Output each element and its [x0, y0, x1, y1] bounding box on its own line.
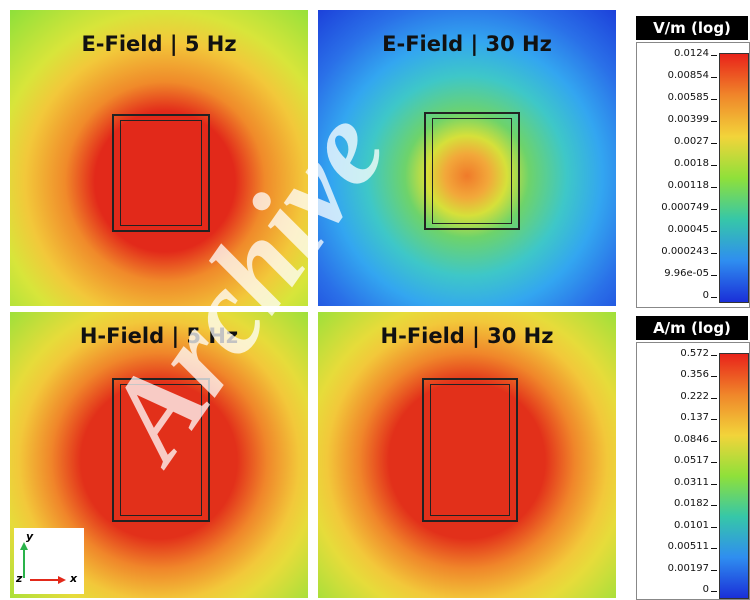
- axis-label-z: z: [16, 572, 23, 585]
- colorbar-tick-label: 0.137: [649, 412, 717, 423]
- colorbar-tick-label: 0.0846: [649, 434, 717, 445]
- colorbar-tick-label: 0.00511: [649, 541, 717, 552]
- field-map: [318, 10, 616, 306]
- colorbar-tick-label: 0.00045: [649, 224, 717, 235]
- colorbar-tick-label: 0.356: [649, 369, 717, 380]
- colorbar-tick-label: 0: [649, 290, 717, 301]
- panel-title: H-Field | 30 Hz: [380, 324, 554, 348]
- e-field-30hz-panel: E-Field | 30 Hz: [318, 10, 616, 306]
- colorbar-tick-label: 0: [649, 584, 717, 595]
- colorbar-tick-label: 0.0027: [649, 136, 717, 147]
- e-field-5hz-panel: E-Field | 5 Hz: [10, 10, 308, 306]
- field-map: [318, 312, 616, 598]
- colorbar-tick-label: 0.222: [649, 391, 717, 402]
- colorbar-tick-label: 0.0101: [649, 520, 717, 531]
- colorbar-tick-label: 0.0124: [649, 48, 717, 59]
- device-inner-outline: [120, 120, 202, 226]
- colorbar-tick-label: 0.0182: [649, 498, 717, 509]
- colorbar-tick-label: 0.00399: [649, 114, 717, 125]
- h-field-30hz-panel: H-Field | 30 Hz: [318, 312, 616, 598]
- colorbar-tick-label: 0.0517: [649, 455, 717, 466]
- h-colorbar-gradient: [719, 353, 749, 599]
- colorbar-tick-label: 0.00197: [649, 563, 717, 574]
- e-colorbar-gradient: [719, 53, 749, 303]
- colorbar-tick-label: 0.00854: [649, 70, 717, 81]
- axes-indicator: y z x: [14, 528, 84, 594]
- axis-label-y: y: [26, 530, 34, 543]
- h-colorbar-unit: A/m (log): [636, 316, 748, 340]
- panel-title: H-Field | 5 Hz: [79, 324, 239, 348]
- h-field-5hz-panel: H-Field | 5 Hz: [10, 312, 308, 598]
- device-outline: [112, 114, 210, 232]
- colorbar-tick-label: 0.000749: [649, 202, 717, 213]
- colorbar-tick-label: 0.000243: [649, 246, 717, 257]
- colorbar-tick-label: 0.00585: [649, 92, 717, 103]
- colorbar-tick-label: 0.0311: [649, 477, 717, 488]
- axes-icon: [20, 542, 66, 584]
- panel-title: E-Field | 5 Hz: [81, 32, 237, 56]
- panel-title: E-Field | 30 Hz: [382, 32, 552, 56]
- h-colorbar: 0.572 0.356 0.222 0.137 0.0846 0.0517 0.0311 0.…: [636, 342, 750, 600]
- device-outline: [112, 378, 210, 522]
- colorbar-tick-label: 0.00118: [649, 180, 717, 191]
- field-map: [10, 10, 308, 306]
- colorbar-tick-label: 0.572: [649, 348, 717, 359]
- colorbar-tick-label: 0.0018: [649, 158, 717, 169]
- e-colorbar-unit: V/m (log): [636, 16, 748, 40]
- device-outline: [424, 112, 520, 230]
- e-colorbar: 0.0124 0.00854 0.00585 0.00399 0.0027 0.0018 0…: [636, 42, 750, 308]
- device-inner-outline: [430, 384, 510, 516]
- axis-label-x: x: [70, 572, 78, 585]
- device-outline: [422, 378, 518, 522]
- device-inner-outline: [120, 384, 202, 516]
- colorbar-tick-label: 9.96e-05: [649, 268, 717, 279]
- device-inner-outline: [432, 118, 512, 224]
